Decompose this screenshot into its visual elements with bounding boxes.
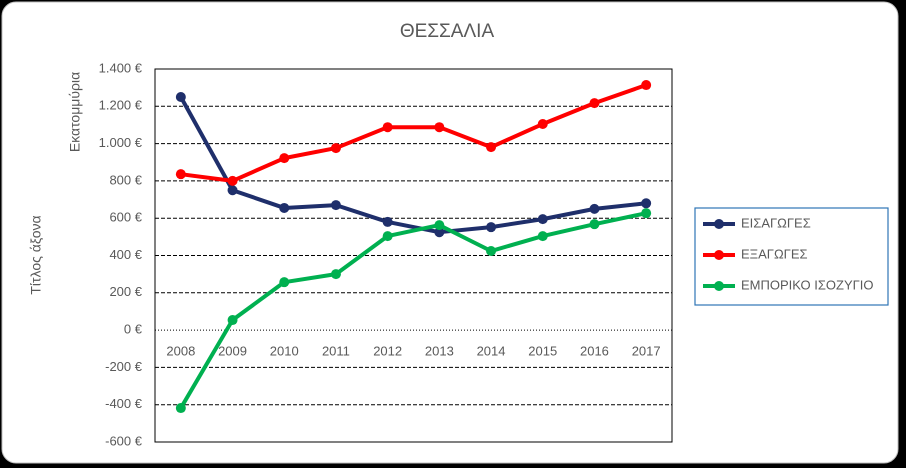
data-point bbox=[589, 203, 600, 214]
x-tick-label: 2015 bbox=[528, 344, 557, 359]
data-point bbox=[589, 98, 600, 109]
y-tick-label: 600 € bbox=[109, 210, 142, 225]
data-point bbox=[227, 185, 238, 196]
data-point bbox=[279, 202, 290, 213]
data-point bbox=[486, 246, 497, 257]
data-point bbox=[330, 200, 341, 211]
data-point bbox=[434, 227, 445, 238]
data-point bbox=[382, 216, 393, 227]
x-tick-label: 2016 bbox=[580, 344, 609, 359]
y-tick-label: 200 € bbox=[109, 284, 142, 299]
y-tick-label: -400 € bbox=[105, 396, 143, 411]
data-point bbox=[382, 122, 393, 133]
y-tick-label: -200 € bbox=[105, 359, 143, 374]
data-point bbox=[330, 269, 341, 280]
data-point bbox=[227, 315, 238, 326]
y-tick-label: 400 € bbox=[109, 247, 142, 262]
legend-label: ΕΞΑΓΩΓΕΣ bbox=[741, 246, 808, 261]
x-tick-label: 2014 bbox=[477, 344, 506, 359]
y-tick-label: 800 € bbox=[109, 172, 142, 187]
data-point bbox=[434, 122, 445, 133]
y-tick-label: 1.200 € bbox=[99, 98, 143, 113]
data-point bbox=[330, 143, 341, 154]
plot-area bbox=[154, 68, 673, 443]
x-tick-label: 2012 bbox=[373, 344, 402, 359]
x-tick-label: 2009 bbox=[218, 344, 247, 359]
x-tick-label: 2008 bbox=[166, 344, 195, 359]
x-tick-label: 2017 bbox=[632, 344, 661, 359]
data-point bbox=[641, 198, 652, 209]
legend-label: ΕΜΠΟΡΙΚΟ ΙΣΟΖΥΓΙΟ bbox=[741, 277, 874, 292]
data-point bbox=[537, 231, 548, 242]
legend-swatch-marker bbox=[714, 281, 724, 291]
data-point bbox=[279, 277, 290, 288]
data-point bbox=[537, 214, 548, 225]
data-point bbox=[175, 169, 186, 180]
data-point bbox=[279, 153, 290, 164]
y-tick-label: 0 € bbox=[124, 322, 143, 337]
data-point bbox=[641, 80, 652, 91]
chart-title: ΘΕΣΣΑΛΙΑ bbox=[400, 21, 495, 42]
y-tick-label: 1.000 € bbox=[99, 135, 143, 150]
data-point bbox=[175, 403, 186, 414]
x-tick-label: 2013 bbox=[425, 344, 454, 359]
data-point bbox=[486, 222, 497, 233]
x-tick-label: 2011 bbox=[322, 344, 350, 359]
data-point bbox=[175, 91, 186, 102]
data-point bbox=[486, 142, 497, 153]
data-point bbox=[227, 175, 238, 186]
legend-swatch-marker bbox=[714, 219, 724, 229]
series-line bbox=[180, 83, 647, 183]
legend-label: ΕΙΣΑΓΩΓΕΣ bbox=[741, 215, 811, 230]
y-tick-label: 1.400 € bbox=[99, 60, 143, 75]
x-tick-label: 2010 bbox=[270, 344, 299, 359]
data-point bbox=[537, 119, 548, 130]
legend-swatch-marker bbox=[714, 250, 724, 260]
y-axis-title: Εκατομμύρια bbox=[67, 72, 83, 152]
series-line bbox=[179, 211, 647, 410]
outer-axis-title: Τίτλος άξονα bbox=[28, 215, 44, 294]
series-line bbox=[179, 96, 647, 235]
data-point bbox=[434, 220, 445, 231]
data-point bbox=[641, 208, 652, 219]
data-point bbox=[589, 219, 600, 230]
y-tick-label: -600 € bbox=[105, 433, 143, 448]
data-point bbox=[382, 231, 393, 242]
